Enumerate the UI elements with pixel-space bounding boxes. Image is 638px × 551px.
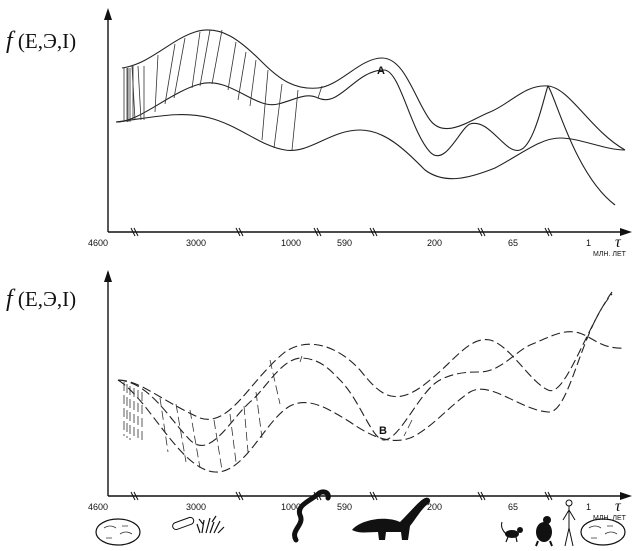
bottom-y-label: f (E,Э,I) <box>6 286 76 312</box>
dinosaur-icon <box>352 497 431 540</box>
tick-label: 1 <box>586 238 591 248</box>
tick-label: 3000 <box>186 238 206 248</box>
monkey-icon <box>501 521 523 543</box>
tick-label: 4600 <box>88 238 108 248</box>
top-hatching <box>123 29 323 151</box>
bottom-axis-symbol: τ <box>615 498 622 515</box>
algae-icon <box>196 515 225 534</box>
tick-label: 590 <box>337 502 352 512</box>
bottom-unit-label: МЛН. ЛЕТ <box>593 515 627 522</box>
bottom-panel: f (E,Э,I) B 4600 3000 1000 59 <box>6 270 632 547</box>
bottom-tick-labels: 4600 3000 1000 590 200 65 1 <box>88 502 591 512</box>
top-point-label: A <box>377 65 385 77</box>
bottom-axis-breaks <box>130 491 553 501</box>
top-x-axis-arrow <box>620 228 632 236</box>
tick-label: 65 <box>508 502 518 512</box>
bacteria-icon <box>172 516 195 531</box>
cell-icon <box>95 518 141 546</box>
top-unit-label: МЛН. ЛЕТ <box>593 251 627 258</box>
top-tick-labels: 4600 3000 1000 590 200 65 1 <box>88 238 591 248</box>
tick-label: 3000 <box>186 502 206 512</box>
top-y-label: f (E,Э,I) <box>6 28 76 54</box>
top-lower-curve <box>115 114 626 180</box>
cell-icon <box>580 518 626 546</box>
top-axis-symbol: τ <box>615 234 622 251</box>
tick-label: 65 <box>508 238 518 248</box>
top-panel: f (E,Э,I) A <box>6 8 632 258</box>
bottom-y-axis-arrow <box>104 270 112 282</box>
tick-label: 1000 <box>281 502 301 512</box>
top-y-axis-arrow <box>104 8 112 20</box>
tick-label: 1 <box>586 502 591 512</box>
top-middle-curve <box>115 69 616 206</box>
worm-icon <box>292 489 331 543</box>
ape-icon <box>535 516 553 547</box>
tick-label: 200 <box>427 238 442 248</box>
human-icon <box>562 499 576 547</box>
bottom-middle-curve <box>117 331 626 446</box>
bottom-point-label: B <box>379 425 387 437</box>
bottom-x-axis-arrow <box>620 492 632 500</box>
tick-label: 590 <box>337 238 352 248</box>
top-upper-curve <box>121 29 626 151</box>
bottom-hatching <box>123 355 413 471</box>
bottom-upper-curve <box>117 291 613 420</box>
tick-label: 1000 <box>281 238 301 248</box>
tick-label: 4600 <box>88 502 108 512</box>
top-axis-breaks <box>130 227 553 237</box>
bottom-lower-curve <box>117 293 613 473</box>
tick-label: 200 <box>427 502 442 512</box>
